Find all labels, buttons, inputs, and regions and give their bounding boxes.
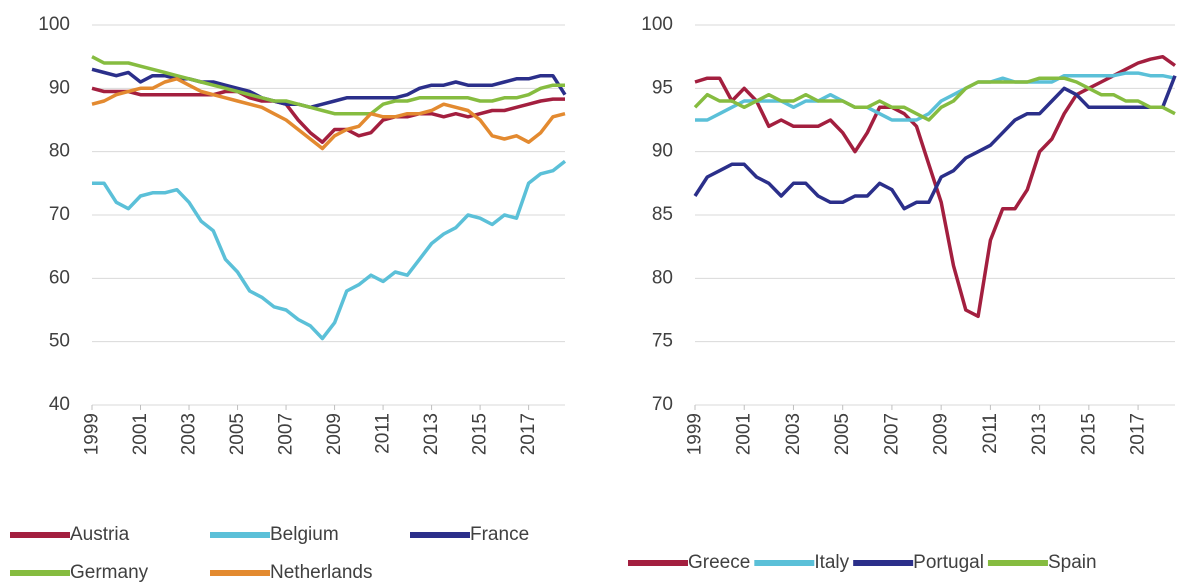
legend-label: Portugal bbox=[913, 552, 984, 573]
x-tick-label: 2007 bbox=[881, 413, 902, 455]
series-line bbox=[92, 159, 567, 341]
y-tick-label: 75 bbox=[652, 331, 673, 352]
legend-label: Greece bbox=[688, 552, 750, 573]
legend-label: Italy bbox=[814, 552, 849, 573]
y-tick-label: 90 bbox=[49, 77, 70, 98]
series-line bbox=[693, 76, 1176, 122]
x-tick-label: 2015 bbox=[1078, 413, 1099, 455]
legend-label: Austria bbox=[70, 524, 130, 545]
legend-label: Netherlands bbox=[270, 562, 372, 583]
y-tick-label: 90 bbox=[652, 141, 673, 162]
series-line bbox=[91, 55, 565, 116]
y-tick-label: 85 bbox=[652, 204, 673, 225]
legend-label: France bbox=[470, 524, 529, 545]
x-tick-label: 2005 bbox=[227, 413, 248, 455]
x-tick-label: 2001 bbox=[734, 413, 755, 455]
x-tick-label: 1999 bbox=[685, 413, 706, 455]
y-tick-label: 80 bbox=[652, 267, 673, 288]
x-tick-label: 2015 bbox=[470, 413, 491, 455]
x-tick-label: 2003 bbox=[179, 413, 200, 455]
x-tick-label: 2007 bbox=[276, 413, 297, 455]
x-tick-label: 2011 bbox=[373, 413, 394, 454]
series-line bbox=[91, 67, 567, 110]
x-tick-label: 2013 bbox=[1029, 413, 1050, 455]
x-tick-label: 2003 bbox=[783, 413, 804, 455]
series-line bbox=[694, 54, 1177, 319]
series-line bbox=[91, 77, 566, 151]
series-line bbox=[693, 75, 1177, 211]
x-tick-label: 2009 bbox=[324, 413, 345, 455]
y-tick-label: 100 bbox=[38, 14, 70, 35]
x-tick-label: 2017 bbox=[1128, 413, 1149, 455]
y-tick-label: 60 bbox=[49, 267, 70, 288]
x-tick-label: 2011 bbox=[980, 413, 1001, 454]
legend-label: Germany bbox=[70, 562, 149, 583]
x-tick-label: 2017 bbox=[518, 413, 539, 455]
x-tick-label: 2013 bbox=[421, 413, 442, 455]
series-line bbox=[695, 71, 1176, 122]
y-tick-label: 50 bbox=[49, 331, 70, 352]
x-tick-label: 2005 bbox=[832, 413, 853, 455]
y-tick-label: 70 bbox=[49, 204, 70, 225]
y-tick-label: 70 bbox=[652, 394, 673, 415]
series-line bbox=[91, 86, 565, 144]
y-tick-label: 40 bbox=[49, 394, 70, 415]
x-tick-label: 1999 bbox=[82, 413, 103, 455]
y-tick-label: 95 bbox=[652, 77, 673, 98]
y-tick-label: 100 bbox=[641, 14, 673, 35]
x-tick-label: 2009 bbox=[931, 413, 952, 455]
legend-label: Spain bbox=[1048, 552, 1097, 573]
x-tick-label: 2001 bbox=[130, 413, 151, 455]
legend-label: Belgium bbox=[270, 524, 339, 545]
y-tick-label: 80 bbox=[49, 141, 70, 162]
